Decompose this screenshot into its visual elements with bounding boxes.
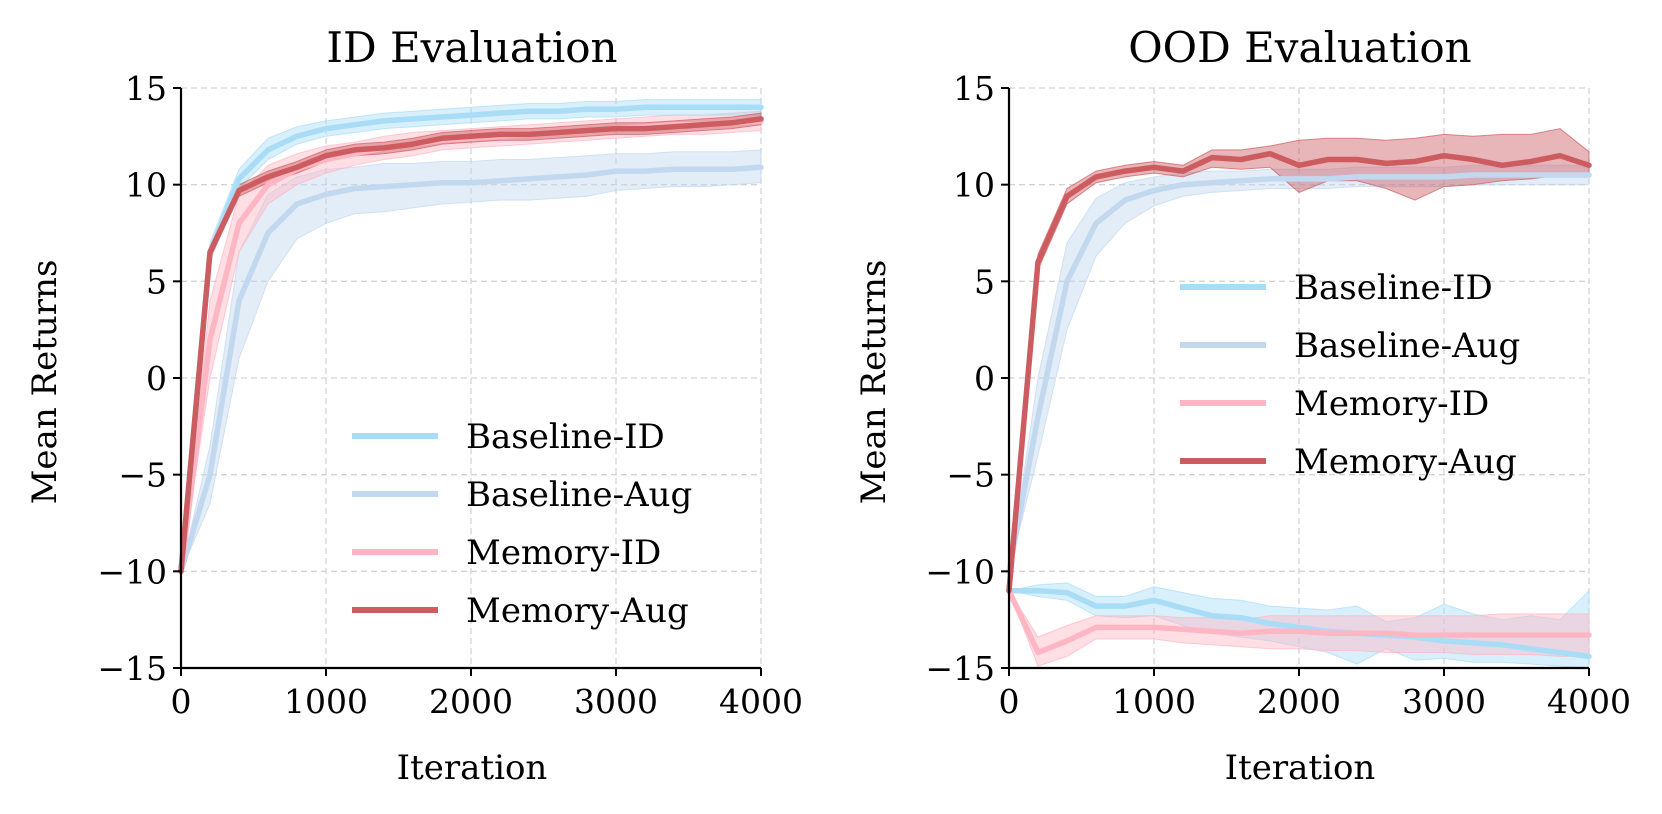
panel-id-evaluation: ID Evaluation Iteration Mean Returns 15 1…: [25, 23, 803, 788]
legend-label-memory-aug: Memory-Aug: [1294, 442, 1517, 482]
y-tick-label: 5: [146, 262, 167, 301]
series-line-baseline-aug: [1006, 172, 1592, 575]
legend: Baseline-ID Baseline-Aug Memory-ID Memory-A…: [1180, 268, 1520, 482]
y-tick-label: 15: [953, 69, 995, 108]
y-tick-label: 15: [125, 69, 167, 108]
x-tick-label: 1000: [1112, 682, 1196, 721]
series-lines: [1006, 150, 1592, 660]
x-tick-label: 3000: [574, 682, 658, 721]
legend-label-baseline-aug: Baseline-Aug: [466, 475, 692, 515]
y-tick-label: −10: [925, 552, 995, 591]
legend-label-baseline-aug: Baseline-Aug: [1294, 326, 1520, 366]
legend-label-memory-id: Memory-ID: [466, 533, 661, 573]
series-line-baseline-id: [1006, 587, 1592, 660]
x-axis-label: Iteration: [397, 748, 548, 788]
y-axis-label: Mean Returns: [854, 260, 894, 505]
series-lines: [178, 104, 764, 575]
legend-label-baseline-id: Baseline-ID: [1294, 268, 1493, 308]
y-axis-label: Mean Returns: [25, 260, 65, 505]
y-tick-label: −15: [925, 649, 995, 688]
y-tick-label: 0: [974, 359, 995, 398]
y-tick-label: −5: [118, 456, 167, 495]
x-tick-label: 0: [171, 682, 192, 721]
y-tick-label: 10: [953, 166, 995, 205]
y-tick-label: −5: [946, 456, 995, 495]
x-tick-label: 0: [999, 682, 1020, 721]
y-tick-label: 5: [974, 262, 995, 301]
series-line-baseline-aug: [178, 164, 764, 575]
series-line-memory-id: [1006, 587, 1592, 656]
series-line-baseline-id: [178, 104, 764, 575]
x-tick-label: 4000: [719, 682, 803, 721]
panel-ood-evaluation: OOD Evaluation Iteration Mean Returns 15…: [854, 23, 1631, 788]
y-tick-label: −10: [97, 552, 167, 591]
chart-title: OOD Evaluation: [1128, 23, 1472, 72]
legend-label-memory-aug: Memory-Aug: [466, 591, 689, 631]
x-tick-label: 2000: [429, 682, 513, 721]
x-tick-label: 2000: [1257, 682, 1341, 721]
x-tick-label: 1000: [284, 682, 368, 721]
chart-title: ID Evaluation: [326, 23, 617, 72]
x-tick-label: 4000: [1547, 682, 1631, 721]
legend-label-baseline-id: Baseline-ID: [466, 417, 665, 457]
series-line-memory-aug: [178, 116, 764, 575]
legend: Baseline-ID Baseline-Aug Memory-ID Memory-A…: [352, 417, 692, 631]
x-axis-label: Iteration: [1225, 748, 1376, 788]
series-line-memory-aug: [1006, 150, 1592, 594]
y-tick-label: 10: [125, 166, 167, 205]
y-tick-label: 0: [146, 359, 167, 398]
y-tick-label: −15: [97, 649, 167, 688]
legend-label-memory-id: Memory-ID: [1294, 384, 1489, 424]
x-tick-label: 3000: [1402, 682, 1486, 721]
